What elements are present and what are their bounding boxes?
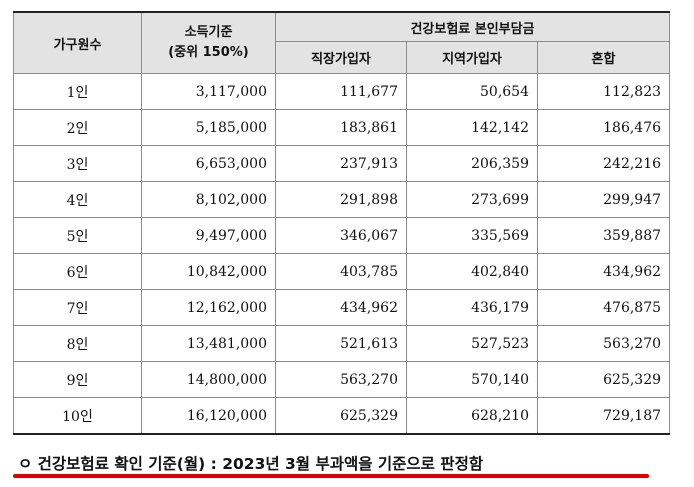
cell-income: 5,185,000 bbox=[141, 109, 276, 146]
table-row: 4인 8,102,000 291,898 273,699 299,947 bbox=[13, 181, 671, 218]
cell-workplace: 625,329 bbox=[275, 397, 407, 435]
cell-workplace: 291,898 bbox=[275, 181, 407, 218]
cell-mixed: 476,875 bbox=[536, 289, 671, 326]
cell-workplace: 403,785 bbox=[275, 253, 407, 290]
cell-household: 3인 bbox=[13, 145, 142, 182]
cell-income: 13,481,000 bbox=[141, 325, 276, 362]
cell-income: 16,120,000 bbox=[141, 397, 276, 435]
cell-income: 10,842,000 bbox=[141, 253, 276, 290]
cell-regional: 206,359 bbox=[406, 145, 538, 182]
header-premium-group: 건강보험료 본인부담금 bbox=[274, 11, 671, 43]
cell-regional: 628,210 bbox=[406, 397, 538, 435]
cell-regional: 436,179 bbox=[406, 289, 538, 326]
header-income-line2: (중위 150%) bbox=[168, 45, 249, 60]
premium-table-container: 가구원수 소득기준 (중위 150%) 건강보험료 본인부담금 직장가입자 지역… bbox=[13, 11, 671, 435]
cell-regional: 50,654 bbox=[406, 73, 538, 110]
cell-workplace: 563,270 bbox=[275, 361, 407, 398]
cell-household: 5인 bbox=[13, 217, 142, 254]
table-row: 3인 6,653,000 237,913 206,359 242,216 bbox=[13, 145, 671, 182]
header-income-line1: 소득기준 bbox=[184, 25, 233, 40]
table-body: 1인 3,117,000 111,677 50,654 112,823 2인 5,185,0… bbox=[13, 73, 671, 435]
header-mixed: 혼합 bbox=[536, 41, 671, 74]
header-household: 가구원수 bbox=[13, 11, 142, 74]
cell-regional: 142,142 bbox=[406, 109, 538, 146]
cell-income: 12,162,000 bbox=[141, 289, 276, 326]
cell-workplace: 183,861 bbox=[275, 109, 407, 146]
cell-regional: 570,140 bbox=[406, 361, 538, 398]
cell-regional: 335,569 bbox=[406, 217, 538, 254]
cell-regional: 273,699 bbox=[406, 181, 538, 218]
note-underline bbox=[13, 474, 649, 478]
criteria-note: ㅇ 건강보험료 확인 기준(월) : 2023년 3월 부과액을 기준으로 판정… bbox=[18, 455, 484, 473]
table-row: 2인 5,185,000 183,861 142,142 186,476 bbox=[13, 109, 671, 146]
cell-regional: 527,523 bbox=[406, 325, 538, 362]
cell-mixed: 186,476 bbox=[536, 109, 671, 146]
cell-workplace: 521,613 bbox=[275, 325, 407, 362]
cell-workplace: 237,913 bbox=[275, 145, 407, 182]
cell-mixed: 299,947 bbox=[536, 181, 671, 218]
cell-household: 9인 bbox=[13, 361, 142, 398]
cell-household: 7인 bbox=[13, 289, 142, 326]
cell-mixed: 729,187 bbox=[536, 397, 671, 435]
cell-household: 1인 bbox=[13, 73, 142, 110]
cell-mixed: 563,270 bbox=[536, 325, 671, 362]
table-row: 9인 14,800,000 563,270 570,140 625,329 bbox=[13, 361, 671, 398]
table-row: 8인 13,481,000 521,613 527,523 563,270 bbox=[13, 325, 671, 362]
cell-regional: 402,840 bbox=[406, 253, 538, 290]
header-income: 소득기준 (중위 150%) bbox=[141, 11, 276, 74]
table-row: 10인 16,120,000 625,329 628,210 729,187 bbox=[13, 397, 671, 435]
health-insurance-table: 가구원수 소득기준 (중위 150%) 건강보험료 본인부담금 직장가입자 지역… bbox=[13, 11, 671, 435]
cell-household: 8인 bbox=[13, 325, 142, 362]
cell-mixed: 434,962 bbox=[536, 253, 671, 290]
cell-income: 3,117,000 bbox=[141, 73, 276, 110]
cell-income: 14,800,000 bbox=[141, 361, 276, 398]
cell-mixed: 112,823 bbox=[536, 73, 671, 110]
cell-mixed: 359,887 bbox=[536, 217, 671, 254]
cell-household: 4인 bbox=[13, 181, 142, 218]
header-regional: 지역가입자 bbox=[406, 41, 538, 74]
table-row: 5인 9,497,000 346,067 335,569 359,887 bbox=[13, 217, 671, 254]
cell-workplace: 434,962 bbox=[275, 289, 407, 326]
cell-workplace: 111,677 bbox=[275, 73, 407, 110]
cell-workplace: 346,067 bbox=[275, 217, 407, 254]
cell-mixed: 242,216 bbox=[536, 145, 671, 182]
table-row: 6인 10,842,000 403,785 402,840 434,962 bbox=[13, 253, 671, 290]
cell-household: 6인 bbox=[13, 253, 142, 290]
cell-income: 8,102,000 bbox=[141, 181, 276, 218]
table-row: 1인 3,117,000 111,677 50,654 112,823 bbox=[13, 73, 671, 110]
cell-household: 10인 bbox=[13, 397, 142, 435]
cell-income: 9,497,000 bbox=[141, 217, 276, 254]
cell-household: 2인 bbox=[13, 109, 142, 146]
cell-mixed: 625,329 bbox=[536, 361, 671, 398]
cell-income: 6,653,000 bbox=[141, 145, 276, 182]
table-row: 7인 12,162,000 434,962 436,179 476,875 bbox=[13, 289, 671, 326]
header-workplace: 직장가입자 bbox=[275, 41, 407, 74]
